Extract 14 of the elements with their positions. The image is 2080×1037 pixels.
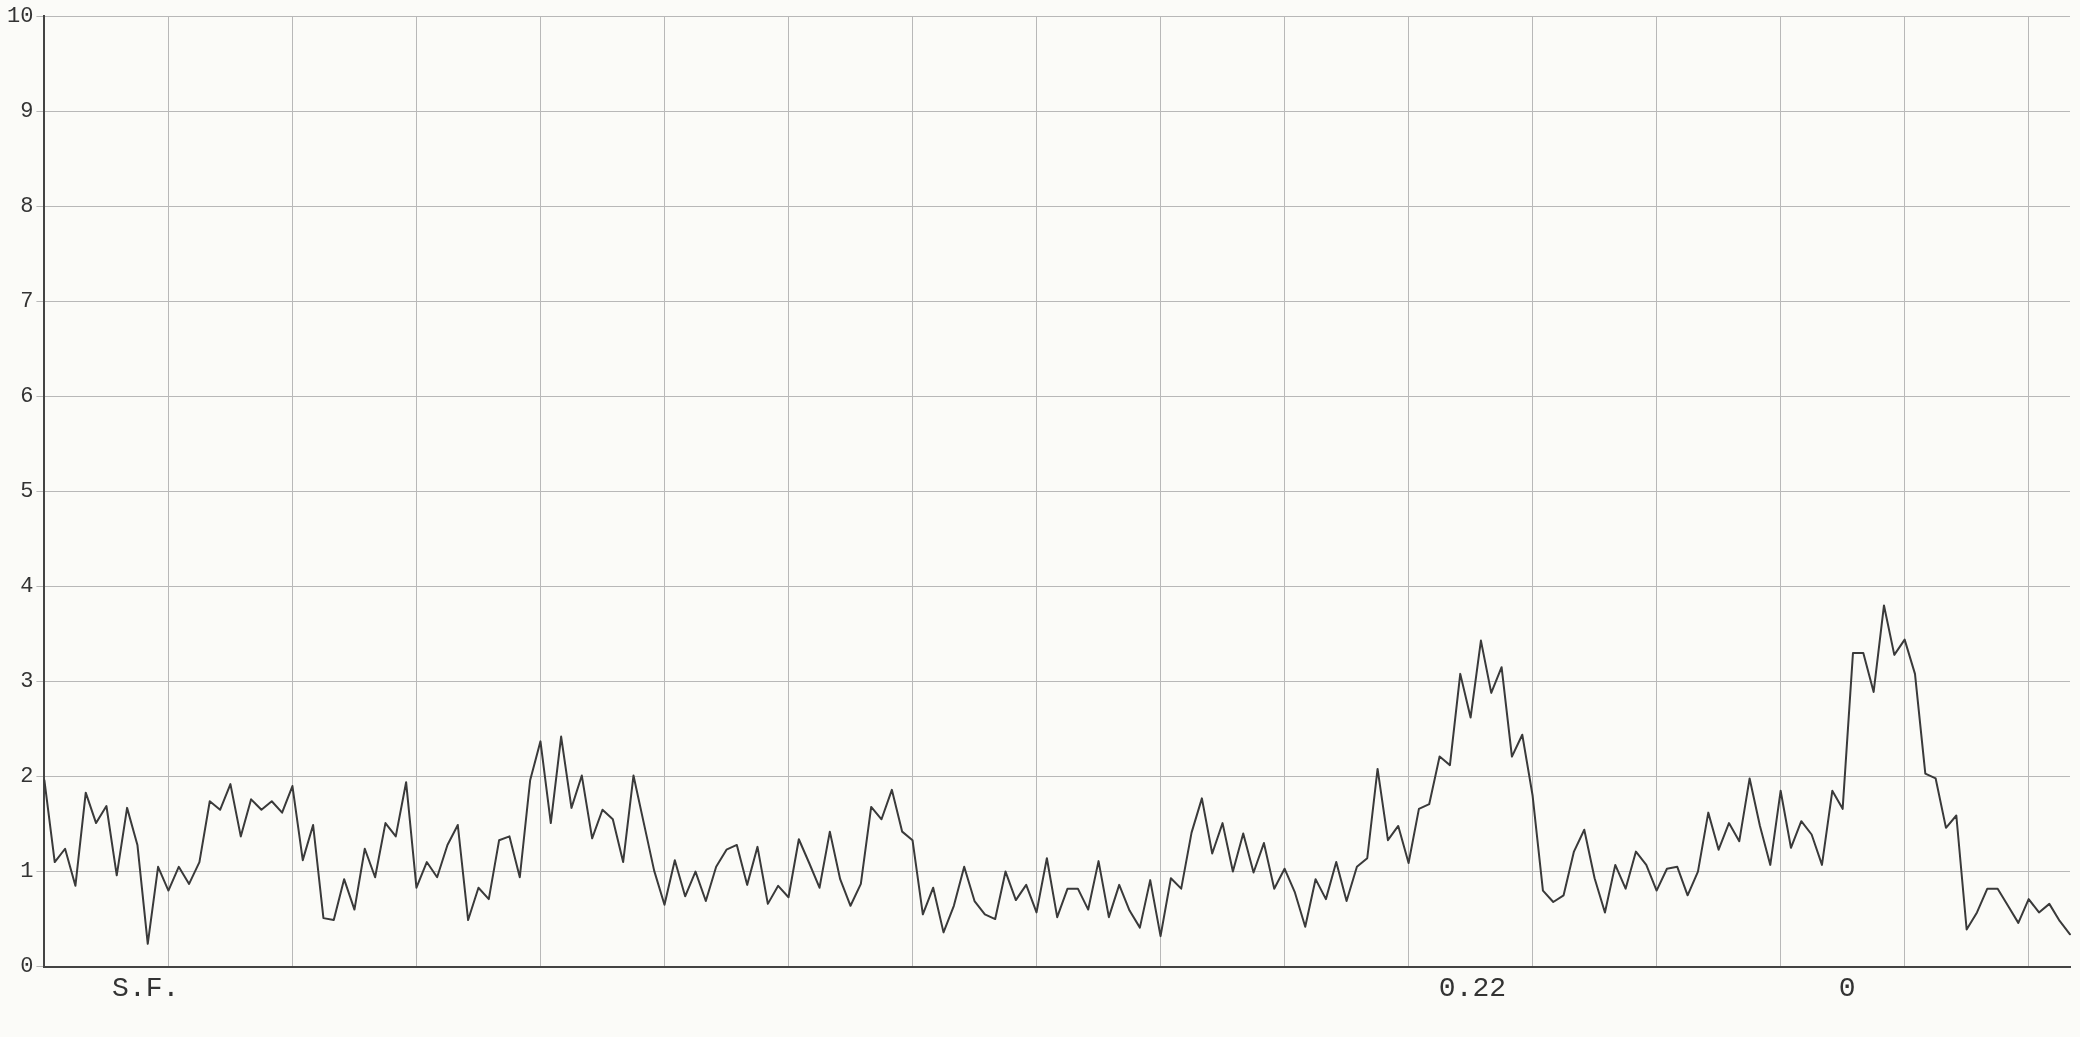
y-tick-label: 10: [7, 4, 34, 30]
y-tick-label: 7: [20, 289, 34, 315]
y-tick-label: 1: [20, 859, 34, 885]
y-tick-label: 2: [20, 764, 34, 790]
y-tick-label: 3: [20, 669, 34, 695]
y-tick-label: 0: [20, 954, 34, 980]
y-tick-label: 5: [20, 479, 34, 505]
y-tick-label: 6: [20, 384, 34, 410]
y-tick-label: 9: [20, 99, 34, 125]
text: 0: [1838, 973, 1856, 1005]
y-tick-label: 4: [20, 574, 34, 600]
text: 0.22: [1438, 973, 1507, 1005]
text: S.F.: [112, 973, 180, 1005]
y-tick-label: 8: [20, 194, 34, 220]
